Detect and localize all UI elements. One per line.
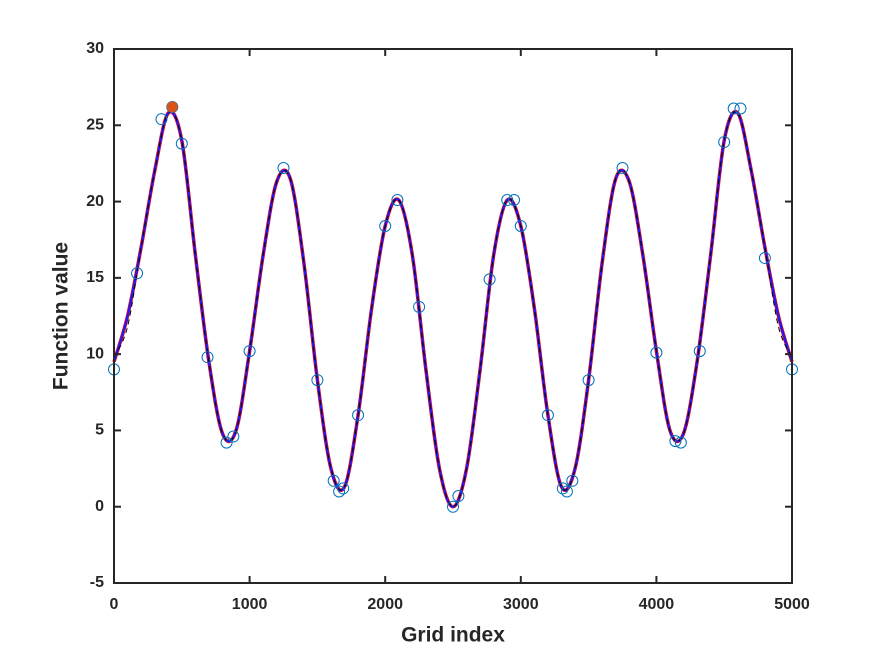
sample-point bbox=[566, 474, 579, 487]
y-tick-label: -5 bbox=[90, 574, 104, 591]
line bbox=[112, 110, 794, 508]
sample-point bbox=[483, 273, 496, 286]
sample-point bbox=[333, 485, 346, 498]
sample-point bbox=[277, 162, 290, 175]
sample-point bbox=[311, 374, 324, 387]
sample-point bbox=[508, 194, 521, 207]
sample-point bbox=[718, 136, 731, 149]
sample-point bbox=[175, 137, 188, 150]
sample-point bbox=[413, 300, 426, 313]
y-tick-label: 0 bbox=[95, 498, 104, 515]
x-axis-label: Grid index bbox=[401, 624, 505, 647]
sample-point bbox=[452, 490, 465, 503]
x-tick-label: 5000 bbox=[774, 596, 810, 613]
sample-point bbox=[556, 482, 569, 495]
sample-point bbox=[669, 435, 682, 448]
y-tick-label: 15 bbox=[86, 269, 104, 286]
x-tick-label: 1000 bbox=[232, 596, 268, 613]
sample-point bbox=[616, 162, 629, 175]
x-tick-label: 3000 bbox=[503, 596, 539, 613]
sample-point bbox=[391, 194, 404, 207]
sample-point bbox=[243, 345, 256, 358]
y-tick-label: 20 bbox=[86, 193, 104, 210]
sample-point bbox=[379, 219, 392, 232]
sample-point bbox=[352, 409, 365, 422]
sample-point bbox=[201, 351, 214, 364]
sample-point bbox=[220, 436, 233, 449]
sample-point bbox=[582, 374, 595, 387]
sample-point bbox=[734, 102, 747, 115]
sample-point bbox=[501, 194, 514, 207]
sample-point bbox=[227, 430, 240, 443]
y-tick-label: 5 bbox=[95, 422, 104, 439]
sample-point bbox=[674, 436, 687, 449]
y-tick-label: 10 bbox=[86, 345, 104, 362]
sample-point bbox=[560, 485, 573, 498]
y-tick-label: 30 bbox=[86, 40, 104, 57]
x-tick-label: 2000 bbox=[367, 596, 403, 613]
sample-point bbox=[327, 474, 340, 487]
sample-point bbox=[155, 113, 168, 126]
x-tick-label: 4000 bbox=[639, 596, 675, 613]
y-tick-label: 25 bbox=[86, 117, 104, 134]
sample-point bbox=[337, 482, 350, 495]
sample-point bbox=[131, 267, 144, 280]
sample-point bbox=[727, 102, 740, 115]
x-tick-label: 0 bbox=[110, 596, 119, 613]
best-point bbox=[166, 101, 178, 113]
sample-point bbox=[650, 346, 663, 359]
sample-point bbox=[693, 345, 706, 358]
sample-point bbox=[447, 500, 459, 513]
sample-point bbox=[541, 409, 554, 422]
axes-box bbox=[113, 48, 793, 584]
y-axis-label: Function value bbox=[50, 242, 73, 390]
sample-point bbox=[514, 219, 527, 232]
sample-point bbox=[758, 252, 771, 265]
